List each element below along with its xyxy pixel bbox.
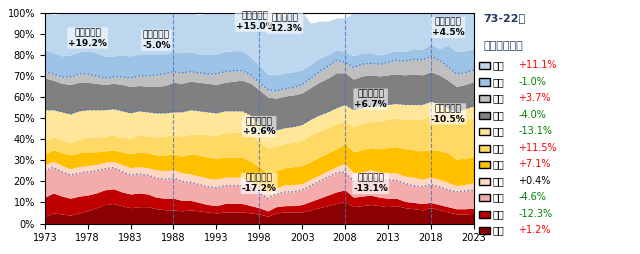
Text: -13.1%: -13.1%	[518, 126, 552, 136]
Text: -1.0%: -1.0%	[518, 77, 547, 87]
Text: +1.2%: +1.2%	[518, 225, 551, 235]
Text: 73-22年: 73-22年	[483, 13, 525, 23]
Text: +11.5%: +11.5%	[518, 143, 557, 153]
Text: +11.1%: +11.1%	[518, 60, 557, 70]
Text: 可选: 可选	[493, 143, 504, 153]
Text: -4.0%: -4.0%	[518, 110, 547, 120]
Text: 通信: 通信	[493, 77, 504, 87]
Text: 周期工业：
-13.1%: 周期工业： -13.1%	[353, 174, 388, 193]
Text: 公用: 公用	[493, 176, 504, 186]
Text: 消费医疗：
+9.6%: 消费医疗： +9.6%	[243, 117, 275, 136]
Text: 工业: 工业	[493, 192, 504, 202]
Text: +3.7%: +3.7%	[518, 93, 551, 103]
Text: 金融: 金融	[493, 110, 504, 120]
Text: 金融地产：
+19.2%: 金融地产： +19.2%	[68, 28, 107, 48]
Text: 科技通信：
+4.5%: 科技通信： +4.5%	[431, 18, 464, 37]
Text: 周期工业：
-17.2%: 周期工业： -17.2%	[242, 174, 276, 193]
Text: 材料: 材料	[493, 209, 504, 219]
Text: 市值占比变化: 市值占比变化	[483, 41, 523, 51]
Text: 科技: 科技	[493, 60, 504, 70]
Text: 金融地产：
-5.0%: 金融地产： -5.0%	[142, 30, 170, 50]
Text: +7.1%: +7.1%	[518, 159, 551, 169]
Text: +0.4%: +0.4%	[518, 176, 551, 186]
Text: 必选: 必选	[493, 126, 504, 136]
Text: 医疗: 医疗	[493, 159, 504, 169]
Text: 消费医疗：
-10.5%: 消费医疗： -10.5%	[431, 104, 465, 124]
Text: 消费医疗：
+6.7%: 消费医疗： +6.7%	[355, 89, 387, 109]
Text: -12.3%: -12.3%	[518, 209, 552, 219]
Text: 能源: 能源	[493, 225, 504, 235]
Text: 地产: 地产	[493, 93, 504, 103]
Text: 科技通信：
-12.3%: 科技通信： -12.3%	[268, 13, 302, 33]
Text: 科技通信：
+15.0%: 科技通信： +15.0%	[236, 11, 274, 31]
Text: -4.6%: -4.6%	[518, 192, 547, 202]
